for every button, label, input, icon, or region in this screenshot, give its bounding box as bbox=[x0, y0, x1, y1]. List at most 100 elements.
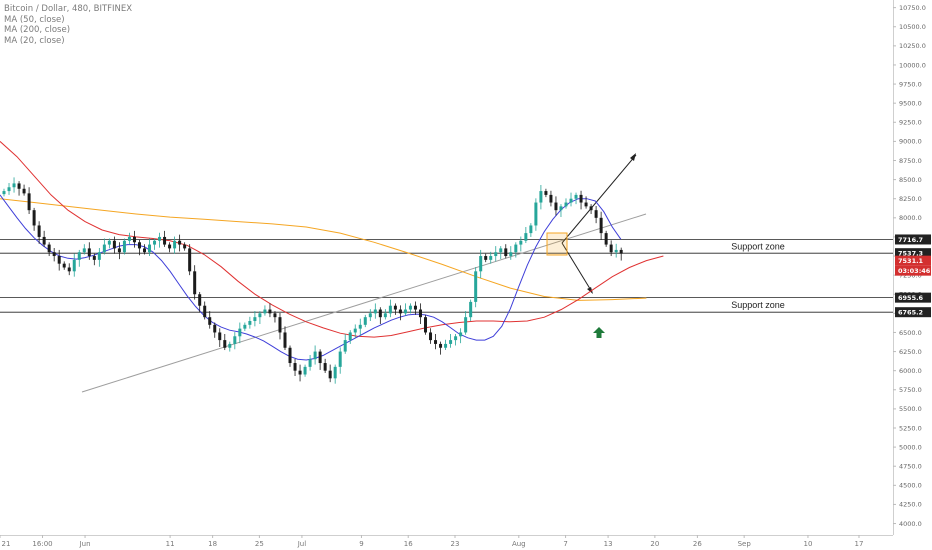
candle-body[interactable] bbox=[2, 191, 6, 195]
candle-body[interactable] bbox=[484, 256, 488, 260]
candle-body[interactable] bbox=[12, 183, 16, 188]
candle-body[interactable] bbox=[303, 366, 307, 375]
candle-body[interactable] bbox=[102, 244, 106, 253]
candle-body[interactable] bbox=[489, 256, 493, 260]
candle-body[interactable] bbox=[423, 317, 427, 333]
candle-body[interactable] bbox=[338, 351, 342, 367]
candle-body[interactable] bbox=[504, 248, 508, 257]
candle-body[interactable] bbox=[92, 256, 96, 260]
candle-body[interactable] bbox=[293, 363, 297, 371]
candle-body[interactable] bbox=[153, 240, 157, 245]
candle-body[interactable] bbox=[549, 194, 553, 203]
candle-body[interactable] bbox=[594, 210, 598, 218]
candle-body[interactable] bbox=[57, 256, 61, 264]
candle-body[interactable] bbox=[243, 324, 247, 329]
candle-body[interactable] bbox=[308, 359, 312, 367]
candle-body[interactable] bbox=[373, 309, 377, 314]
candle-body[interactable] bbox=[393, 305, 397, 310]
ma50-line[interactable] bbox=[0, 141, 664, 338]
candle-body[interactable] bbox=[469, 301, 473, 318]
candle-body[interactable] bbox=[178, 240, 182, 245]
candle-body[interactable] bbox=[368, 313, 372, 318]
candle-body[interactable] bbox=[514, 244, 518, 253]
candle-body[interactable] bbox=[137, 242, 141, 249]
candle-body[interactable] bbox=[429, 332, 433, 341]
candle-body[interactable] bbox=[278, 317, 282, 333]
candle-body[interactable] bbox=[439, 343, 443, 348]
candle-body[interactable] bbox=[47, 244, 51, 253]
candle-body[interactable] bbox=[509, 252, 513, 257]
ascending-trendline[interactable] bbox=[81, 213, 647, 393]
candle-body[interactable] bbox=[333, 366, 337, 379]
candle-body[interactable] bbox=[122, 240, 126, 253]
up-arrow-icon[interactable] bbox=[593, 327, 605, 338]
candle-body[interactable] bbox=[77, 252, 81, 260]
candle-body[interactable] bbox=[459, 332, 463, 337]
candle-body[interactable] bbox=[524, 233, 528, 241]
candle-body[interactable] bbox=[418, 309, 422, 318]
candle-body[interactable] bbox=[564, 202, 568, 207]
candle-body[interactable] bbox=[127, 236, 131, 241]
candle-body[interactable] bbox=[559, 206, 563, 211]
candle-body[interactable] bbox=[589, 206, 593, 211]
ma20-line[interactable] bbox=[0, 194, 622, 361]
candle-body[interactable] bbox=[148, 244, 152, 253]
candle-body[interactable] bbox=[519, 240, 523, 245]
candle-body[interactable] bbox=[479, 256, 483, 272]
candle-body[interactable] bbox=[383, 313, 387, 318]
candle-body[interactable] bbox=[258, 313, 262, 318]
time-axis[interactable]: 21 16:00 Jun 11 18 25 Jul 9 16 23 Aug 7 13 20 26 Sep 10 1… bbox=[0, 535, 893, 548]
candle-body[interactable] bbox=[313, 351, 317, 360]
candle-body[interactable] bbox=[353, 328, 357, 333]
candle-body[interactable] bbox=[408, 305, 412, 310]
candle-body[interactable] bbox=[343, 340, 347, 352]
candle-body[interactable] bbox=[248, 321, 252, 325]
candle-body[interactable] bbox=[238, 328, 242, 337]
candle-body[interactable] bbox=[132, 236, 136, 243]
candle-body[interactable] bbox=[449, 340, 453, 344]
candle-body[interactable] bbox=[599, 217, 603, 234]
candle-body[interactable] bbox=[434, 340, 438, 344]
candle-body[interactable] bbox=[7, 187, 11, 192]
candle-body[interactable] bbox=[614, 249, 618, 253]
candle-body[interactable] bbox=[574, 194, 578, 199]
candle-body[interactable] bbox=[328, 370, 332, 379]
candle-body[interactable] bbox=[454, 336, 458, 341]
candle-body[interactable] bbox=[183, 244, 187, 249]
candle-body[interactable] bbox=[388, 305, 392, 314]
candle-body[interactable] bbox=[499, 248, 503, 253]
candle-body[interactable] bbox=[203, 305, 207, 318]
candle-body[interactable] bbox=[539, 191, 543, 203]
candle-body[interactable] bbox=[112, 240, 116, 249]
candle-body[interactable] bbox=[97, 252, 101, 260]
candle-body[interactable] bbox=[17, 183, 21, 189]
candle-body[interactable] bbox=[378, 309, 382, 318]
candle-body[interactable] bbox=[42, 236, 46, 245]
candle-body[interactable] bbox=[228, 343, 232, 348]
candle-body[interactable] bbox=[22, 188, 26, 194]
candle-body[interactable] bbox=[298, 370, 302, 375]
candle-body[interactable] bbox=[27, 193, 31, 211]
candle-body[interactable] bbox=[213, 324, 217, 333]
candle-body[interactable] bbox=[398, 309, 402, 314]
candle-body[interactable] bbox=[253, 317, 257, 321]
candle-body[interactable] bbox=[534, 202, 538, 226]
candle-body[interactable] bbox=[579, 194, 583, 203]
candle-body[interactable] bbox=[158, 236, 162, 241]
candle-body[interactable] bbox=[273, 313, 277, 318]
candle-body[interactable] bbox=[544, 191, 548, 195]
candle-body[interactable] bbox=[223, 340, 227, 348]
candle-body[interactable] bbox=[363, 317, 367, 325]
candle-body[interactable] bbox=[218, 332, 222, 341]
candle-body[interactable] bbox=[52, 252, 56, 257]
candle-body[interactable] bbox=[72, 259, 76, 272]
candle-body[interactable] bbox=[87, 248, 91, 257]
candle-body[interactable] bbox=[208, 317, 212, 325]
candle-body[interactable] bbox=[142, 248, 146, 253]
candle-body[interactable] bbox=[263, 309, 267, 314]
ma200-line[interactable] bbox=[0, 198, 647, 301]
candle-body[interactable] bbox=[67, 267, 71, 272]
candle-body[interactable] bbox=[584, 202, 588, 207]
